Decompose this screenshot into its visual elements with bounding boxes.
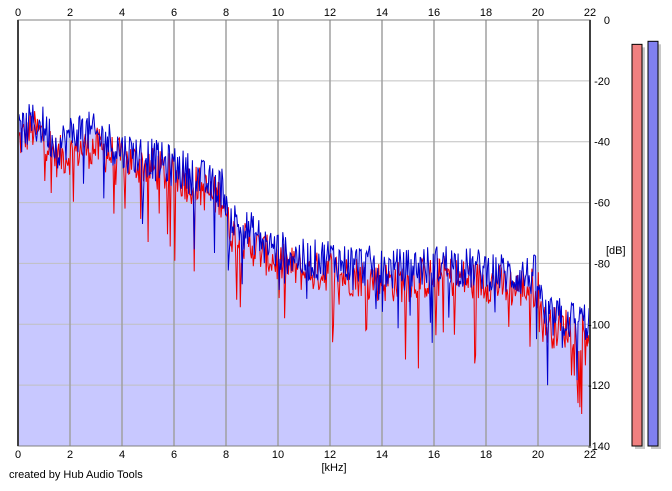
plot-area [17,20,591,446]
x-tick-label-bottom: 6 [171,449,177,461]
x-tick-label-bottom: 20 [532,449,544,461]
x-tick-label-top: 10 [272,7,284,19]
y-tick-label: -100 [588,319,610,331]
channel-meters [631,40,661,450]
trace-series-0 [17,111,591,415]
x-tick-label-top: 16 [428,7,440,19]
level-meter-1 [647,40,659,447]
x-tick-label-bottom: 14 [376,449,388,461]
axes: 002244668810101212141416161818202022220-… [15,7,610,461]
y-tick-label: -80 [594,258,610,270]
x-tick-label-bottom: 10 [272,449,284,461]
y-tick-label: -20 [594,76,610,88]
x-tick-label-bottom: 22 [584,449,596,461]
level-meter-0 [631,43,643,447]
x-tick-label-top: 8 [223,7,229,19]
x-tick-label-top: 12 [324,7,336,19]
x-tick-label-bottom: 4 [119,449,125,461]
x-axis-label: [kHz] [321,462,346,474]
x-tick-label-top: 4 [119,7,125,19]
x-tick-label-bottom: 12 [324,449,336,461]
credit-text: created by Hub Audio Tools [9,469,143,481]
x-tick-label-top: 6 [171,7,177,19]
x-tick-label-top: 20 [532,7,544,19]
x-tick-label-bottom: 18 [480,449,492,461]
y-tick-label: -140 [588,441,610,453]
x-tick-label-bottom: 16 [428,449,440,461]
x-tick-label-top: 18 [480,7,492,19]
y-axis-label: [dB] [606,245,626,257]
x-tick-label-top: 2 [67,7,73,19]
x-tick-label-top: 22 [584,7,596,19]
x-tick-label-bottom: 0 [15,449,21,461]
y-tick-label: -40 [594,137,610,149]
x-tick-label-bottom: 2 [67,449,73,461]
x-tick-label-bottom: 8 [223,449,229,461]
trace-series-1 [17,104,591,386]
x-tick-label-top: 14 [376,7,388,19]
y-tick-label: -120 [588,380,610,392]
y-tick-label: -60 [594,198,610,210]
y-tick-label: 0 [604,15,610,27]
x-tick-label-top: 0 [15,7,21,19]
